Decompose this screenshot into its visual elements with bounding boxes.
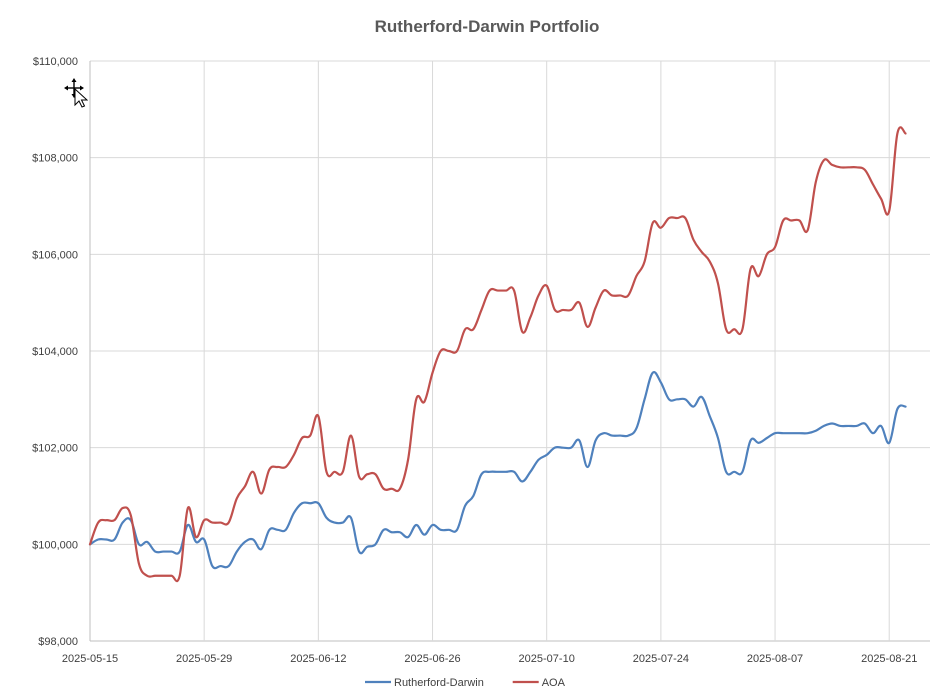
x-tick-label: 2025-08-07 — [747, 653, 803, 665]
y-tick-label: $104,000 — [32, 346, 78, 358]
x-gridlines — [89, 61, 890, 641]
y-tick-label: $106,000 — [32, 249, 78, 261]
x-axis: 2025-05-15 2025-05-29 2025-06-12 2025-06-26… — [62, 653, 918, 665]
y-axis: $98,000 $100,000 $102,000 $104,000 $106,000 $… — [32, 56, 78, 648]
legend: Rutherford-Darwin AOA — [365, 677, 566, 689]
x-tick-label: 2025-06-12 — [290, 653, 346, 665]
x-tick-label: 2025-05-15 — [62, 653, 118, 665]
legend-label: Rutherford-Darwin — [394, 677, 484, 689]
y-tick-label: $108,000 — [32, 153, 78, 165]
series-line-rutherford-darwin — [88, 370, 907, 570]
y-tick-label: $100,000 — [32, 539, 78, 551]
y-tick-label: $102,000 — [32, 443, 78, 455]
chart-title: Rutherford-Darwin Portfolio — [375, 17, 600, 36]
series-line-aoa — [88, 126, 907, 583]
y-tick-label: $110,000 — [33, 56, 78, 68]
x-tick-label: 2025-08-21 — [861, 653, 917, 665]
x-tick-label: 2025-05-29 — [176, 653, 232, 665]
y-tick-label: $98,000 — [38, 636, 78, 648]
move-cursor-icon — [64, 78, 88, 108]
x-tick-label: 2025-07-24 — [633, 653, 689, 665]
x-tick-label: 2025-06-26 — [404, 653, 460, 665]
x-tick-label: 2025-07-10 — [519, 653, 575, 665]
y-gridlines — [90, 60, 930, 642]
series-group — [88, 126, 907, 583]
legend-label: AOA — [542, 677, 566, 689]
